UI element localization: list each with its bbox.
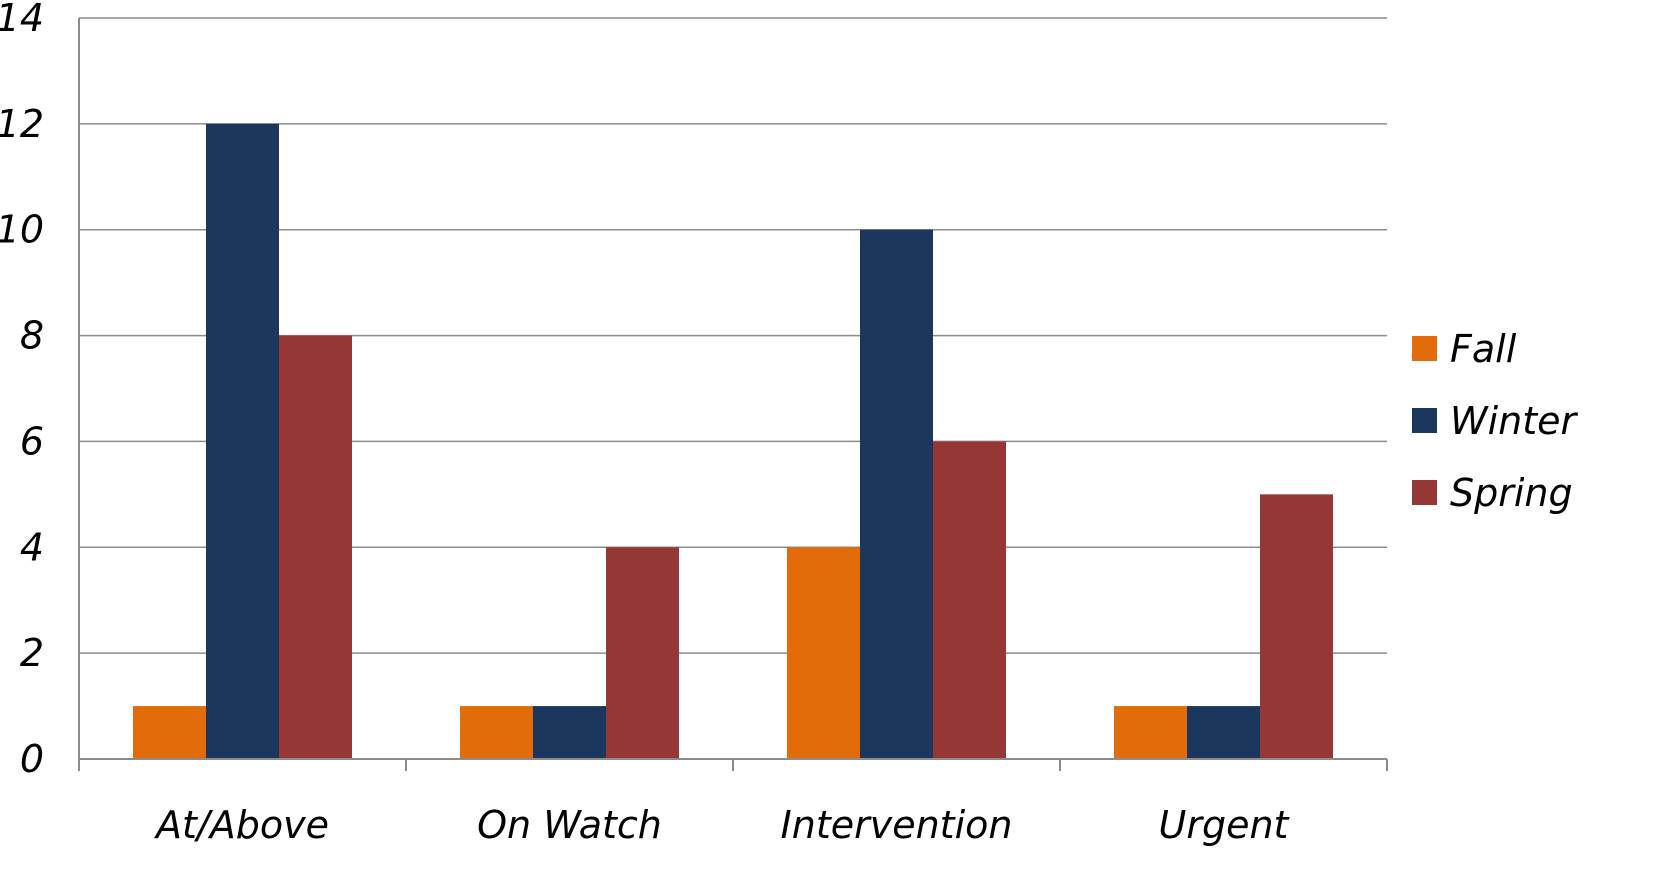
x-category-label: On Watch bbox=[477, 803, 662, 847]
bar-winter-2 bbox=[533, 706, 606, 759]
legend-label-spring: Spring bbox=[1450, 471, 1573, 515]
bar-fall-1 bbox=[133, 706, 206, 759]
bar-winter-3 bbox=[860, 229, 933, 759]
legend-swatch-winter bbox=[1412, 408, 1437, 433]
x-axis bbox=[78, 18, 1388, 771]
bar-spring-1 bbox=[279, 335, 352, 759]
x-category-label: At/Above bbox=[153, 803, 329, 847]
y-tick-label: 2 bbox=[20, 631, 44, 675]
x-category-label: Urgent bbox=[1159, 803, 1291, 847]
y-tick-label: 4 bbox=[20, 525, 44, 569]
bar-fall-4 bbox=[1114, 706, 1187, 759]
legend-swatch-fall bbox=[1412, 336, 1437, 361]
x-axis-category-labels: At/Above On Watch Intervention Urgent bbox=[153, 803, 1291, 847]
bar-fall-3 bbox=[787, 547, 860, 759]
bar-fall-2 bbox=[460, 706, 533, 759]
legend-label-winter: Winter bbox=[1450, 399, 1578, 443]
bar-spring-3 bbox=[933, 441, 1006, 759]
y-axis-tick-labels: 0 2 4 6 8 10 12 14 bbox=[0, 0, 44, 781]
bar-spring-2 bbox=[606, 547, 679, 759]
y-tick-label: 14 bbox=[0, 0, 44, 40]
y-tick-label: 8 bbox=[20, 314, 44, 358]
bar-winter-4 bbox=[1187, 706, 1260, 759]
bars bbox=[133, 123, 1333, 760]
legend-label-fall: Fall bbox=[1450, 327, 1517, 371]
legend: Fall Winter Spring bbox=[1412, 327, 1578, 515]
y-tick-label: 10 bbox=[0, 208, 44, 252]
y-tick-label: 0 bbox=[20, 737, 44, 781]
x-category-label: Intervention bbox=[781, 803, 1013, 847]
y-tick-label: 6 bbox=[20, 419, 44, 463]
bar-winter-1 bbox=[206, 123, 279, 760]
y-tick-label: 12 bbox=[0, 102, 44, 146]
legend-swatch-spring bbox=[1412, 480, 1437, 505]
bar-spring-4 bbox=[1260, 494, 1333, 759]
